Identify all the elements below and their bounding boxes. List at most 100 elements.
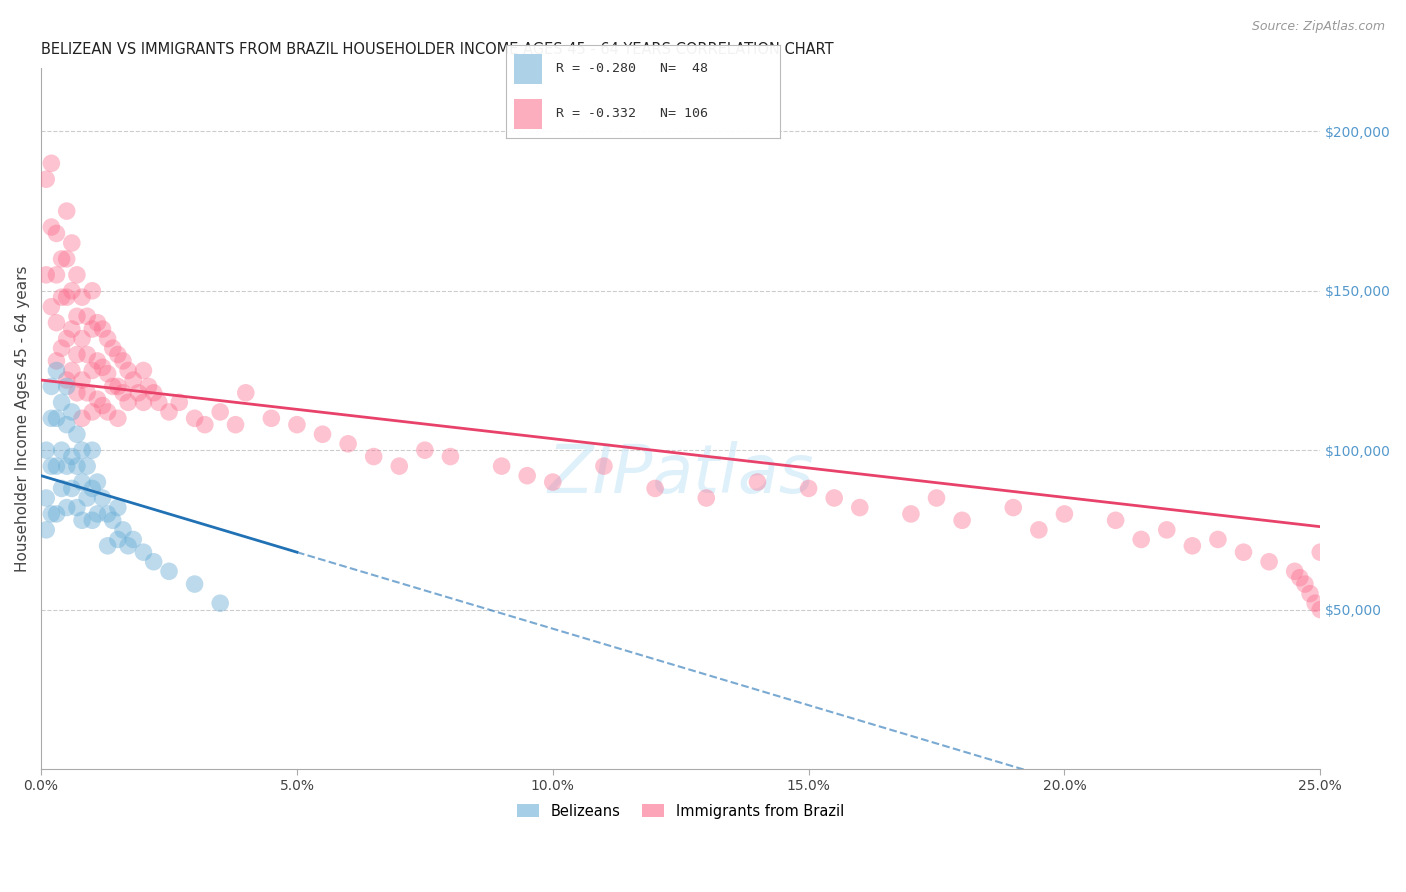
Belizeans — [55, 500, 77, 515]
Belizeans — [101, 513, 124, 527]
Text: R = -0.332   N= 106: R = -0.332 N= 106 — [555, 107, 707, 120]
Belizeans — [70, 475, 93, 489]
Immigrants from Brazil — [797, 482, 820, 496]
Immigrants from Brazil — [51, 252, 73, 266]
Belizeans — [51, 443, 73, 458]
Immigrants from Brazil — [51, 341, 73, 355]
Immigrants from Brazil — [925, 491, 948, 505]
Immigrants from Brazil — [1309, 545, 1331, 559]
Belizeans — [82, 513, 104, 527]
Immigrants from Brazil — [950, 513, 973, 527]
Immigrants from Brazil — [1002, 500, 1025, 515]
Immigrants from Brazil — [66, 385, 89, 400]
Immigrants from Brazil — [60, 363, 83, 377]
Immigrants from Brazil — [70, 332, 93, 346]
Immigrants from Brazil — [132, 363, 155, 377]
Immigrants from Brazil — [107, 379, 129, 393]
Belizeans — [70, 513, 93, 527]
Immigrants from Brazil — [644, 482, 666, 496]
Immigrants from Brazil — [1299, 587, 1322, 601]
Immigrants from Brazil — [107, 347, 129, 361]
Immigrants from Brazil — [285, 417, 308, 432]
Immigrants from Brazil — [35, 172, 58, 186]
Belizeans — [117, 539, 139, 553]
Belizeans — [60, 482, 83, 496]
Belizeans — [76, 459, 98, 474]
Immigrants from Brazil — [439, 450, 461, 464]
Immigrants from Brazil — [55, 373, 77, 387]
Immigrants from Brazil — [76, 310, 98, 324]
Immigrants from Brazil — [823, 491, 845, 505]
Immigrants from Brazil — [167, 395, 190, 409]
Immigrants from Brazil — [117, 363, 139, 377]
Immigrants from Brazil — [148, 395, 170, 409]
Immigrants from Brazil — [60, 235, 83, 250]
Immigrants from Brazil — [138, 379, 160, 393]
Belizeans — [122, 533, 145, 547]
Belizeans — [41, 379, 63, 393]
Immigrants from Brazil — [91, 360, 114, 375]
Immigrants from Brazil — [66, 268, 89, 282]
Belizeans — [45, 363, 67, 377]
Immigrants from Brazil — [183, 411, 205, 425]
Immigrants from Brazil — [45, 316, 67, 330]
Belizeans — [107, 533, 129, 547]
Immigrants from Brazil — [111, 385, 134, 400]
Immigrants from Brazil — [1028, 523, 1050, 537]
Immigrants from Brazil — [55, 252, 77, 266]
Immigrants from Brazil — [1181, 539, 1204, 553]
Belizeans — [97, 507, 120, 521]
Immigrants from Brazil — [45, 354, 67, 368]
Immigrants from Brazil — [1053, 507, 1076, 521]
Immigrants from Brazil — [55, 290, 77, 304]
Immigrants from Brazil — [82, 405, 104, 419]
Belizeans — [82, 482, 104, 496]
Immigrants from Brazil — [593, 459, 616, 474]
Immigrants from Brazil — [70, 373, 93, 387]
Belizeans — [132, 545, 155, 559]
Belizeans — [45, 411, 67, 425]
Immigrants from Brazil — [60, 284, 83, 298]
Belizeans — [41, 459, 63, 474]
Immigrants from Brazil — [1104, 513, 1126, 527]
Belizeans — [111, 523, 134, 537]
Immigrants from Brazil — [142, 385, 165, 400]
Immigrants from Brazil — [194, 417, 217, 432]
Immigrants from Brazil — [45, 268, 67, 282]
Belizeans — [209, 596, 232, 610]
Belizeans — [76, 491, 98, 505]
Immigrants from Brazil — [132, 395, 155, 409]
Immigrants from Brazil — [235, 385, 257, 400]
Belizeans — [55, 379, 77, 393]
Immigrants from Brazil — [157, 405, 180, 419]
Y-axis label: Householder Income Ages 45 - 64 years: Householder Income Ages 45 - 64 years — [15, 265, 30, 572]
Text: BELIZEAN VS IMMIGRANTS FROM BRAZIL HOUSEHOLDER INCOME AGES 45 - 64 YEARS CORRELA: BELIZEAN VS IMMIGRANTS FROM BRAZIL HOUSE… — [41, 42, 834, 57]
Immigrants from Brazil — [1130, 533, 1153, 547]
Belizeans — [82, 443, 104, 458]
Immigrants from Brazil — [1309, 602, 1331, 616]
Immigrants from Brazil — [209, 405, 232, 419]
Immigrants from Brazil — [225, 417, 247, 432]
Belizeans — [35, 523, 58, 537]
Belizeans — [60, 405, 83, 419]
Belizeans — [70, 443, 93, 458]
Belizeans — [60, 450, 83, 464]
Immigrants from Brazil — [337, 437, 360, 451]
Immigrants from Brazil — [97, 405, 120, 419]
Belizeans — [35, 443, 58, 458]
Belizeans — [41, 411, 63, 425]
Immigrants from Brazil — [516, 468, 538, 483]
Immigrants from Brazil — [86, 354, 108, 368]
Immigrants from Brazil — [1156, 523, 1178, 537]
Bar — [515, 99, 541, 129]
Belizeans — [107, 500, 129, 515]
Immigrants from Brazil — [76, 385, 98, 400]
Immigrants from Brazil — [117, 395, 139, 409]
Immigrants from Brazil — [70, 411, 93, 425]
Immigrants from Brazil — [260, 411, 283, 425]
Immigrants from Brazil — [101, 379, 124, 393]
Belizeans — [45, 507, 67, 521]
Belizeans — [35, 491, 58, 505]
Text: ZIPatlas: ZIPatlas — [547, 442, 814, 508]
Belizeans — [91, 491, 114, 505]
